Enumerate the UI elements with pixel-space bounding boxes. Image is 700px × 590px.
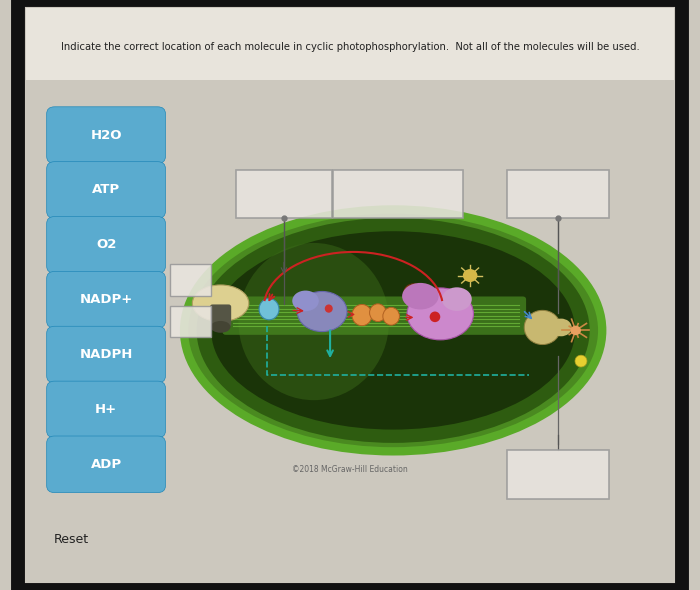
Ellipse shape <box>402 283 439 309</box>
Ellipse shape <box>575 355 587 367</box>
FancyBboxPatch shape <box>47 436 165 493</box>
Ellipse shape <box>259 299 279 320</box>
Ellipse shape <box>298 291 347 332</box>
FancyBboxPatch shape <box>47 326 165 383</box>
Text: H2O: H2O <box>90 129 122 142</box>
Ellipse shape <box>370 304 386 322</box>
Ellipse shape <box>524 310 561 345</box>
Text: NADPH: NADPH <box>79 348 133 361</box>
Ellipse shape <box>211 321 230 333</box>
Text: O2: O2 <box>96 238 116 251</box>
Ellipse shape <box>383 307 400 325</box>
FancyBboxPatch shape <box>26 8 674 80</box>
Ellipse shape <box>404 284 424 301</box>
FancyBboxPatch shape <box>47 162 165 218</box>
FancyBboxPatch shape <box>236 170 332 218</box>
Ellipse shape <box>193 285 248 322</box>
FancyBboxPatch shape <box>47 381 165 438</box>
FancyBboxPatch shape <box>508 450 609 499</box>
Ellipse shape <box>325 304 332 313</box>
FancyBboxPatch shape <box>170 264 211 296</box>
Text: Reset: Reset <box>54 533 89 546</box>
Text: ATP: ATP <box>92 183 120 196</box>
Text: NADP+: NADP+ <box>79 293 133 306</box>
Ellipse shape <box>407 288 473 340</box>
FancyBboxPatch shape <box>333 170 463 218</box>
Ellipse shape <box>239 243 389 400</box>
FancyBboxPatch shape <box>47 271 165 328</box>
Ellipse shape <box>463 269 477 282</box>
FancyBboxPatch shape <box>170 306 211 337</box>
Ellipse shape <box>550 319 572 336</box>
Ellipse shape <box>293 291 318 312</box>
FancyBboxPatch shape <box>508 170 609 218</box>
Ellipse shape <box>570 326 581 335</box>
Text: H+: H+ <box>95 403 117 416</box>
FancyBboxPatch shape <box>223 297 526 335</box>
Text: ©2018 McGraw-Hill Education: ©2018 McGraw-Hill Education <box>292 464 408 474</box>
Ellipse shape <box>197 218 589 443</box>
Ellipse shape <box>352 304 372 326</box>
Ellipse shape <box>211 231 575 430</box>
FancyBboxPatch shape <box>210 304 231 327</box>
Text: ADP: ADP <box>90 458 122 471</box>
Ellipse shape <box>184 209 602 451</box>
Text: Indicate the correct location of each molecule in cyclic photophosphorylation.  : Indicate the correct location of each mo… <box>61 42 639 52</box>
FancyBboxPatch shape <box>47 217 165 273</box>
Ellipse shape <box>442 287 472 311</box>
FancyBboxPatch shape <box>47 107 165 163</box>
Ellipse shape <box>430 312 440 322</box>
